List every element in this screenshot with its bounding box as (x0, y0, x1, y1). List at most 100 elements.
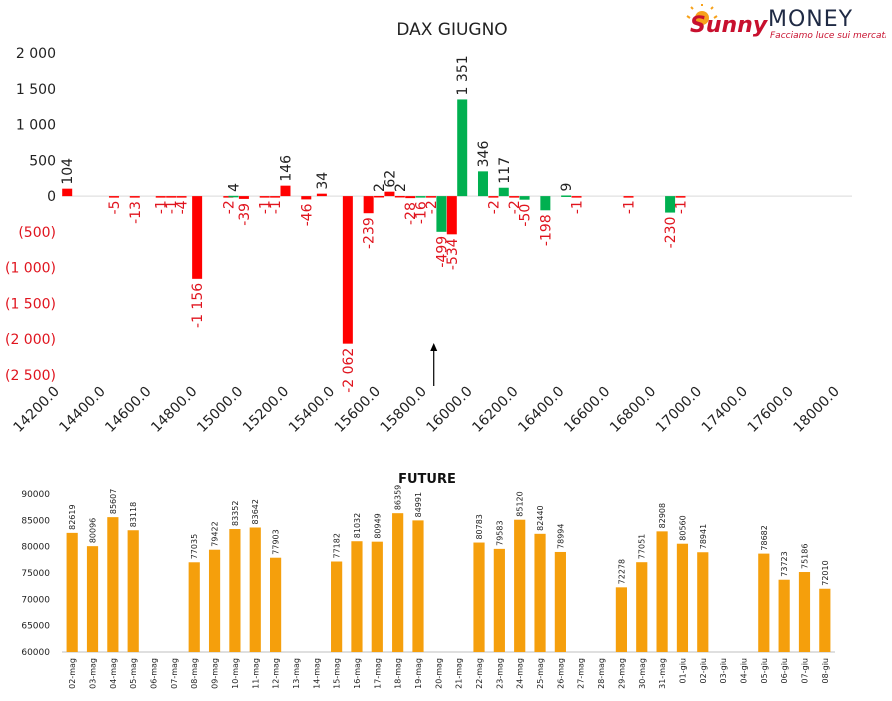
future-data-label: 83642 (251, 499, 260, 524)
future-bar (778, 579, 790, 652)
dax-data-label: -239 (362, 217, 378, 249)
future-x-tick-label: 30-mag (638, 658, 647, 689)
future-x-tick-label: 29-mag (617, 658, 626, 689)
future-x-tick-label: 08-mag (190, 658, 199, 689)
future-data-label: 78682 (760, 525, 769, 550)
future-data-label: 83352 (231, 501, 240, 526)
future-y-tick-label: 85000 (21, 516, 50, 526)
dax-y-tick-label: 0 (47, 189, 56, 205)
dax-data-label: 1 351 (455, 55, 471, 95)
future-bar (656, 531, 668, 652)
dax-bar (561, 195, 572, 197)
future-data-label: 77903 (272, 529, 281, 554)
future-bars: 82619 80096 85607 83118 77035 79422 83352 83642… (66, 485, 831, 652)
dax-bar (509, 196, 520, 198)
dax-bar (223, 196, 234, 198)
future-x-tick-label: 01-giu (678, 658, 687, 683)
dax-data-label: -230 (663, 217, 679, 249)
future-chart-title: FUTURE (398, 472, 456, 487)
future-x-tick-label: 04-giu (739, 658, 748, 683)
future-x-tick-label: 05-giu (760, 658, 769, 683)
future-bar (269, 557, 282, 652)
dax-y-tick-label: (2 000) (5, 332, 56, 348)
dax-data-label: -1 (622, 200, 638, 214)
future-bar (371, 541, 383, 652)
future-data-label: 72278 (617, 559, 626, 584)
dax-bar (457, 99, 468, 197)
future-x-tick-label: 02-giu (699, 658, 708, 683)
future-y-tick-label: 75000 (21, 569, 50, 579)
dax-bar (129, 196, 140, 198)
future-bar (188, 562, 200, 652)
future-y-tick-label: 65000 (21, 622, 50, 632)
dax-bar (446, 196, 457, 235)
dax-bar (176, 196, 187, 198)
future-bar (554, 551, 566, 652)
dax-bar (238, 196, 249, 199)
future-data-label: 80949 (373, 513, 382, 538)
dax-bar (415, 196, 426, 198)
dax-bar (477, 171, 488, 197)
future-x-tick-label: 03-giu (719, 658, 728, 683)
dax-bar (540, 196, 551, 211)
dax-bar (374, 195, 385, 198)
future-x-tick-label: 05-mag (129, 658, 138, 689)
dax-data-label: -1 (164, 200, 180, 214)
future-y-tick-label: 60000 (21, 648, 50, 658)
dax-y-tick-label: (2 500) (5, 368, 56, 384)
dax-bar (426, 196, 437, 198)
dax-data-label: -50 (518, 204, 534, 227)
future-data-label: 80096 (89, 518, 98, 543)
future-data-label: 84991 (414, 492, 423, 517)
dax-data-label: 104 (60, 158, 76, 185)
future-bar (331, 561, 343, 652)
dax-bar (228, 195, 239, 198)
future-x-tick-label: 13-mag (292, 658, 301, 689)
future-data-label: 85607 (109, 489, 118, 514)
dax-data-label: -2 (486, 200, 502, 214)
future-x-tick-label: 20-mag (434, 658, 443, 689)
future-data-label: 82440 (536, 505, 545, 530)
future-x-tick-label: 22-mag (475, 658, 484, 689)
dax-bars: 104-5 -13 -1-1-4-1 156-24-39 -1-1146-4634-2… (60, 55, 689, 392)
dax-data-label: 4 (227, 183, 243, 192)
future-data-label: 77051 (638, 534, 647, 559)
dax-data-label: -2 062 (341, 348, 357, 393)
sun-icon (686, 3, 718, 25)
dax-bar (436, 196, 447, 232)
dax-bar (363, 196, 374, 214)
future-bar (86, 546, 99, 652)
future-y-axis: 90000 85000 80000 75000 70000 65000 60000 (21, 490, 835, 658)
future-data-label: 75186 (800, 544, 809, 569)
dax-y-tick-label: 1 500 (16, 82, 56, 98)
future-bar (798, 572, 811, 652)
future-data-label: 77182 (333, 533, 342, 558)
future-x-tick-label: 28-mag (597, 658, 606, 689)
future-bar (127, 530, 139, 652)
dax-bar (316, 193, 327, 197)
future-data-label: 80560 (678, 515, 687, 540)
future-x-tick-label: 06-mag (150, 658, 159, 689)
future-x-tick-label: 21-mag (455, 658, 464, 689)
dax-data-label: -13 (128, 201, 144, 224)
dax-bar (675, 196, 686, 198)
future-x-tick-label: 17-mag (373, 658, 382, 689)
dax-bar (571, 196, 582, 198)
dax-bar (519, 196, 530, 200)
dax-bar (62, 188, 73, 197)
future-x-tick-label: 26-mag (556, 658, 565, 689)
dax-bar (342, 196, 353, 344)
logo-brand-sunny: Sunny (690, 13, 769, 38)
future-bar (697, 552, 709, 652)
arrow-up-icon (430, 343, 438, 351)
dax-bar (259, 196, 270, 198)
future-y-tick-label: 90000 (21, 490, 50, 500)
dax-data-label: 2 (393, 183, 409, 192)
dax-y-tick-label: 500 (29, 153, 56, 169)
dax-bar (192, 196, 203, 279)
dax-data-label: 2 (372, 183, 388, 192)
dax-bar (384, 191, 395, 197)
future-x-tick-label: 04-mag (109, 658, 118, 689)
future-bar (534, 533, 546, 652)
dax-y-tick-label: 2 000 (16, 46, 56, 62)
